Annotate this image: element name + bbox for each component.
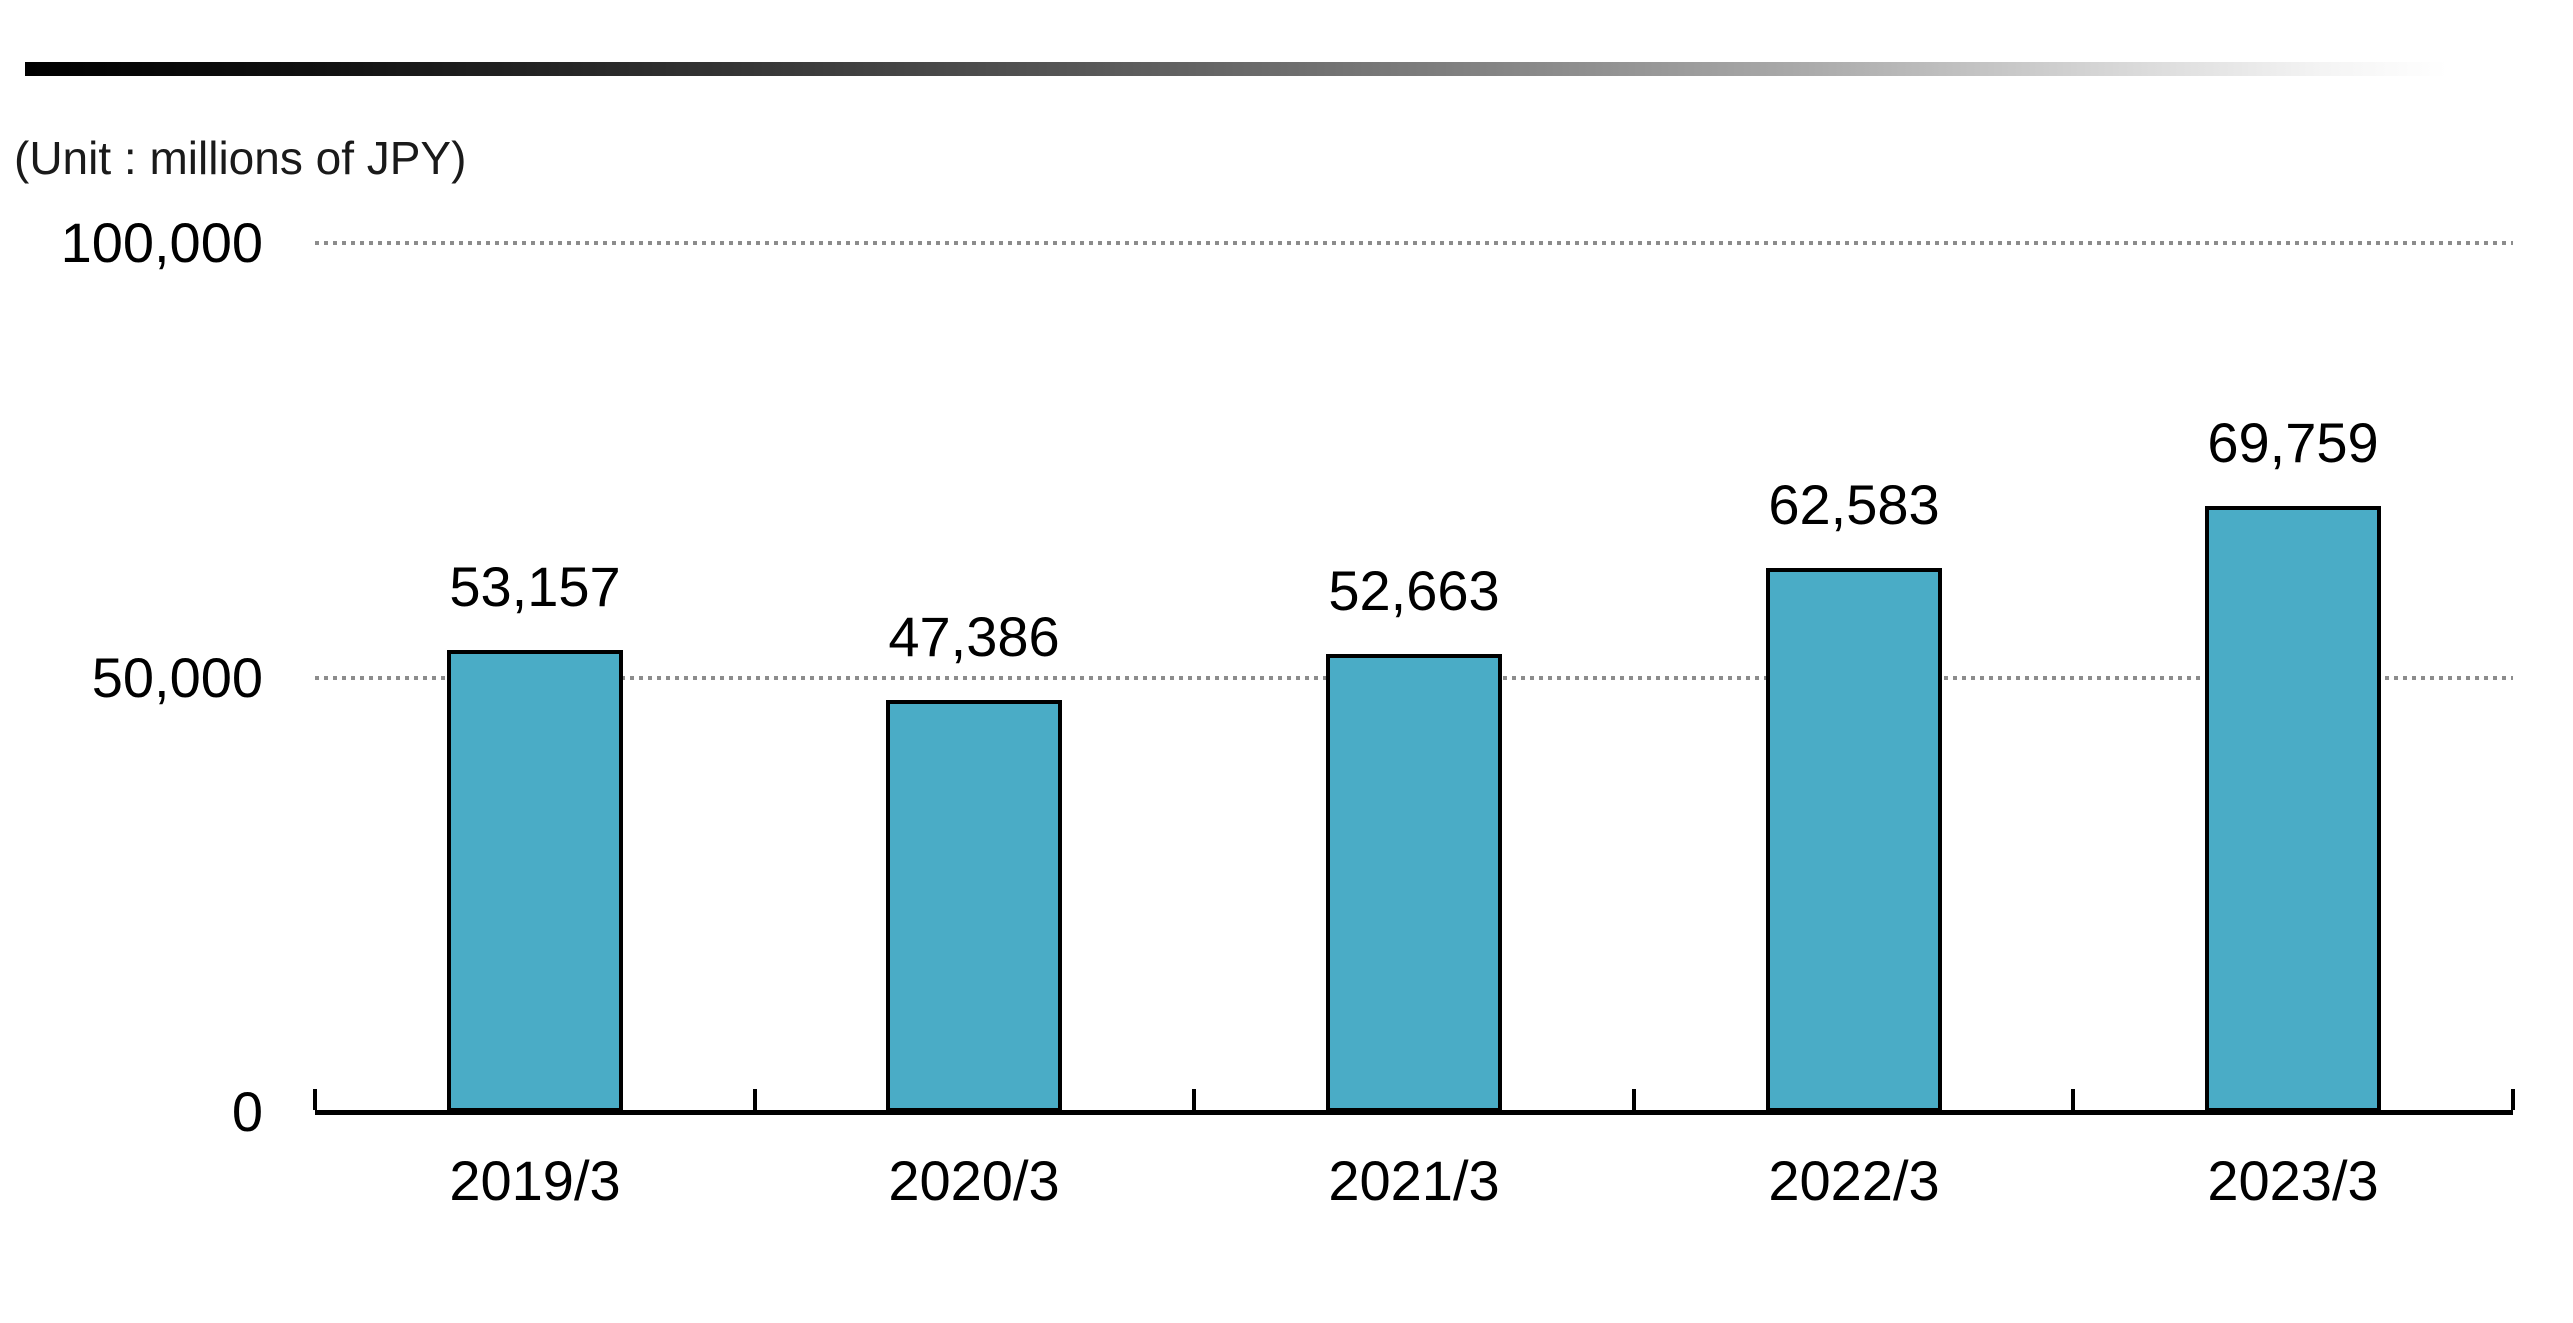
unit-note-label: (Unit : millions of JPY) xyxy=(14,132,467,184)
x-axis-category-label: 2021/3 xyxy=(1328,1149,1500,1212)
bar-value-label: 52,663 xyxy=(1328,559,1500,622)
x-axis-tick xyxy=(2511,1089,2515,1110)
gridline-100000 xyxy=(315,241,2513,245)
x-axis-line xyxy=(315,1110,2513,1115)
bar-2020/3 xyxy=(886,700,1062,1112)
y-axis-tick-label: 0 xyxy=(231,1080,263,1143)
top-gradient-rule xyxy=(25,62,2497,76)
x-axis-category-label: 2019/3 xyxy=(449,1149,621,1212)
x-axis-category-label: 2023/3 xyxy=(2207,1149,2379,1212)
bar-value-label: 53,157 xyxy=(449,555,621,618)
bar-2023/3 xyxy=(2205,506,2381,1112)
bar-2022/3 xyxy=(1766,568,1942,1112)
bar-2021/3 xyxy=(1326,654,1502,1112)
bar-value-label: 62,583 xyxy=(1768,473,1940,536)
bar-value-label: 47,386 xyxy=(888,605,1060,668)
x-axis-tick xyxy=(1192,1089,1196,1110)
x-axis-tick xyxy=(1632,1089,1636,1110)
bar-2019/3 xyxy=(447,650,623,1112)
bar-value-label: 69,759 xyxy=(2207,411,2379,474)
x-axis-tick xyxy=(2071,1089,2075,1110)
x-axis-category-label: 2020/3 xyxy=(888,1149,1060,1212)
y-axis-tick-label: 50,000 xyxy=(91,645,263,709)
y-axis-tick-label: 100,000 xyxy=(60,211,263,274)
x-axis-tick xyxy=(753,1089,757,1110)
x-axis-tick xyxy=(313,1089,317,1110)
x-axis-category-label: 2022/3 xyxy=(1768,1149,1940,1212)
